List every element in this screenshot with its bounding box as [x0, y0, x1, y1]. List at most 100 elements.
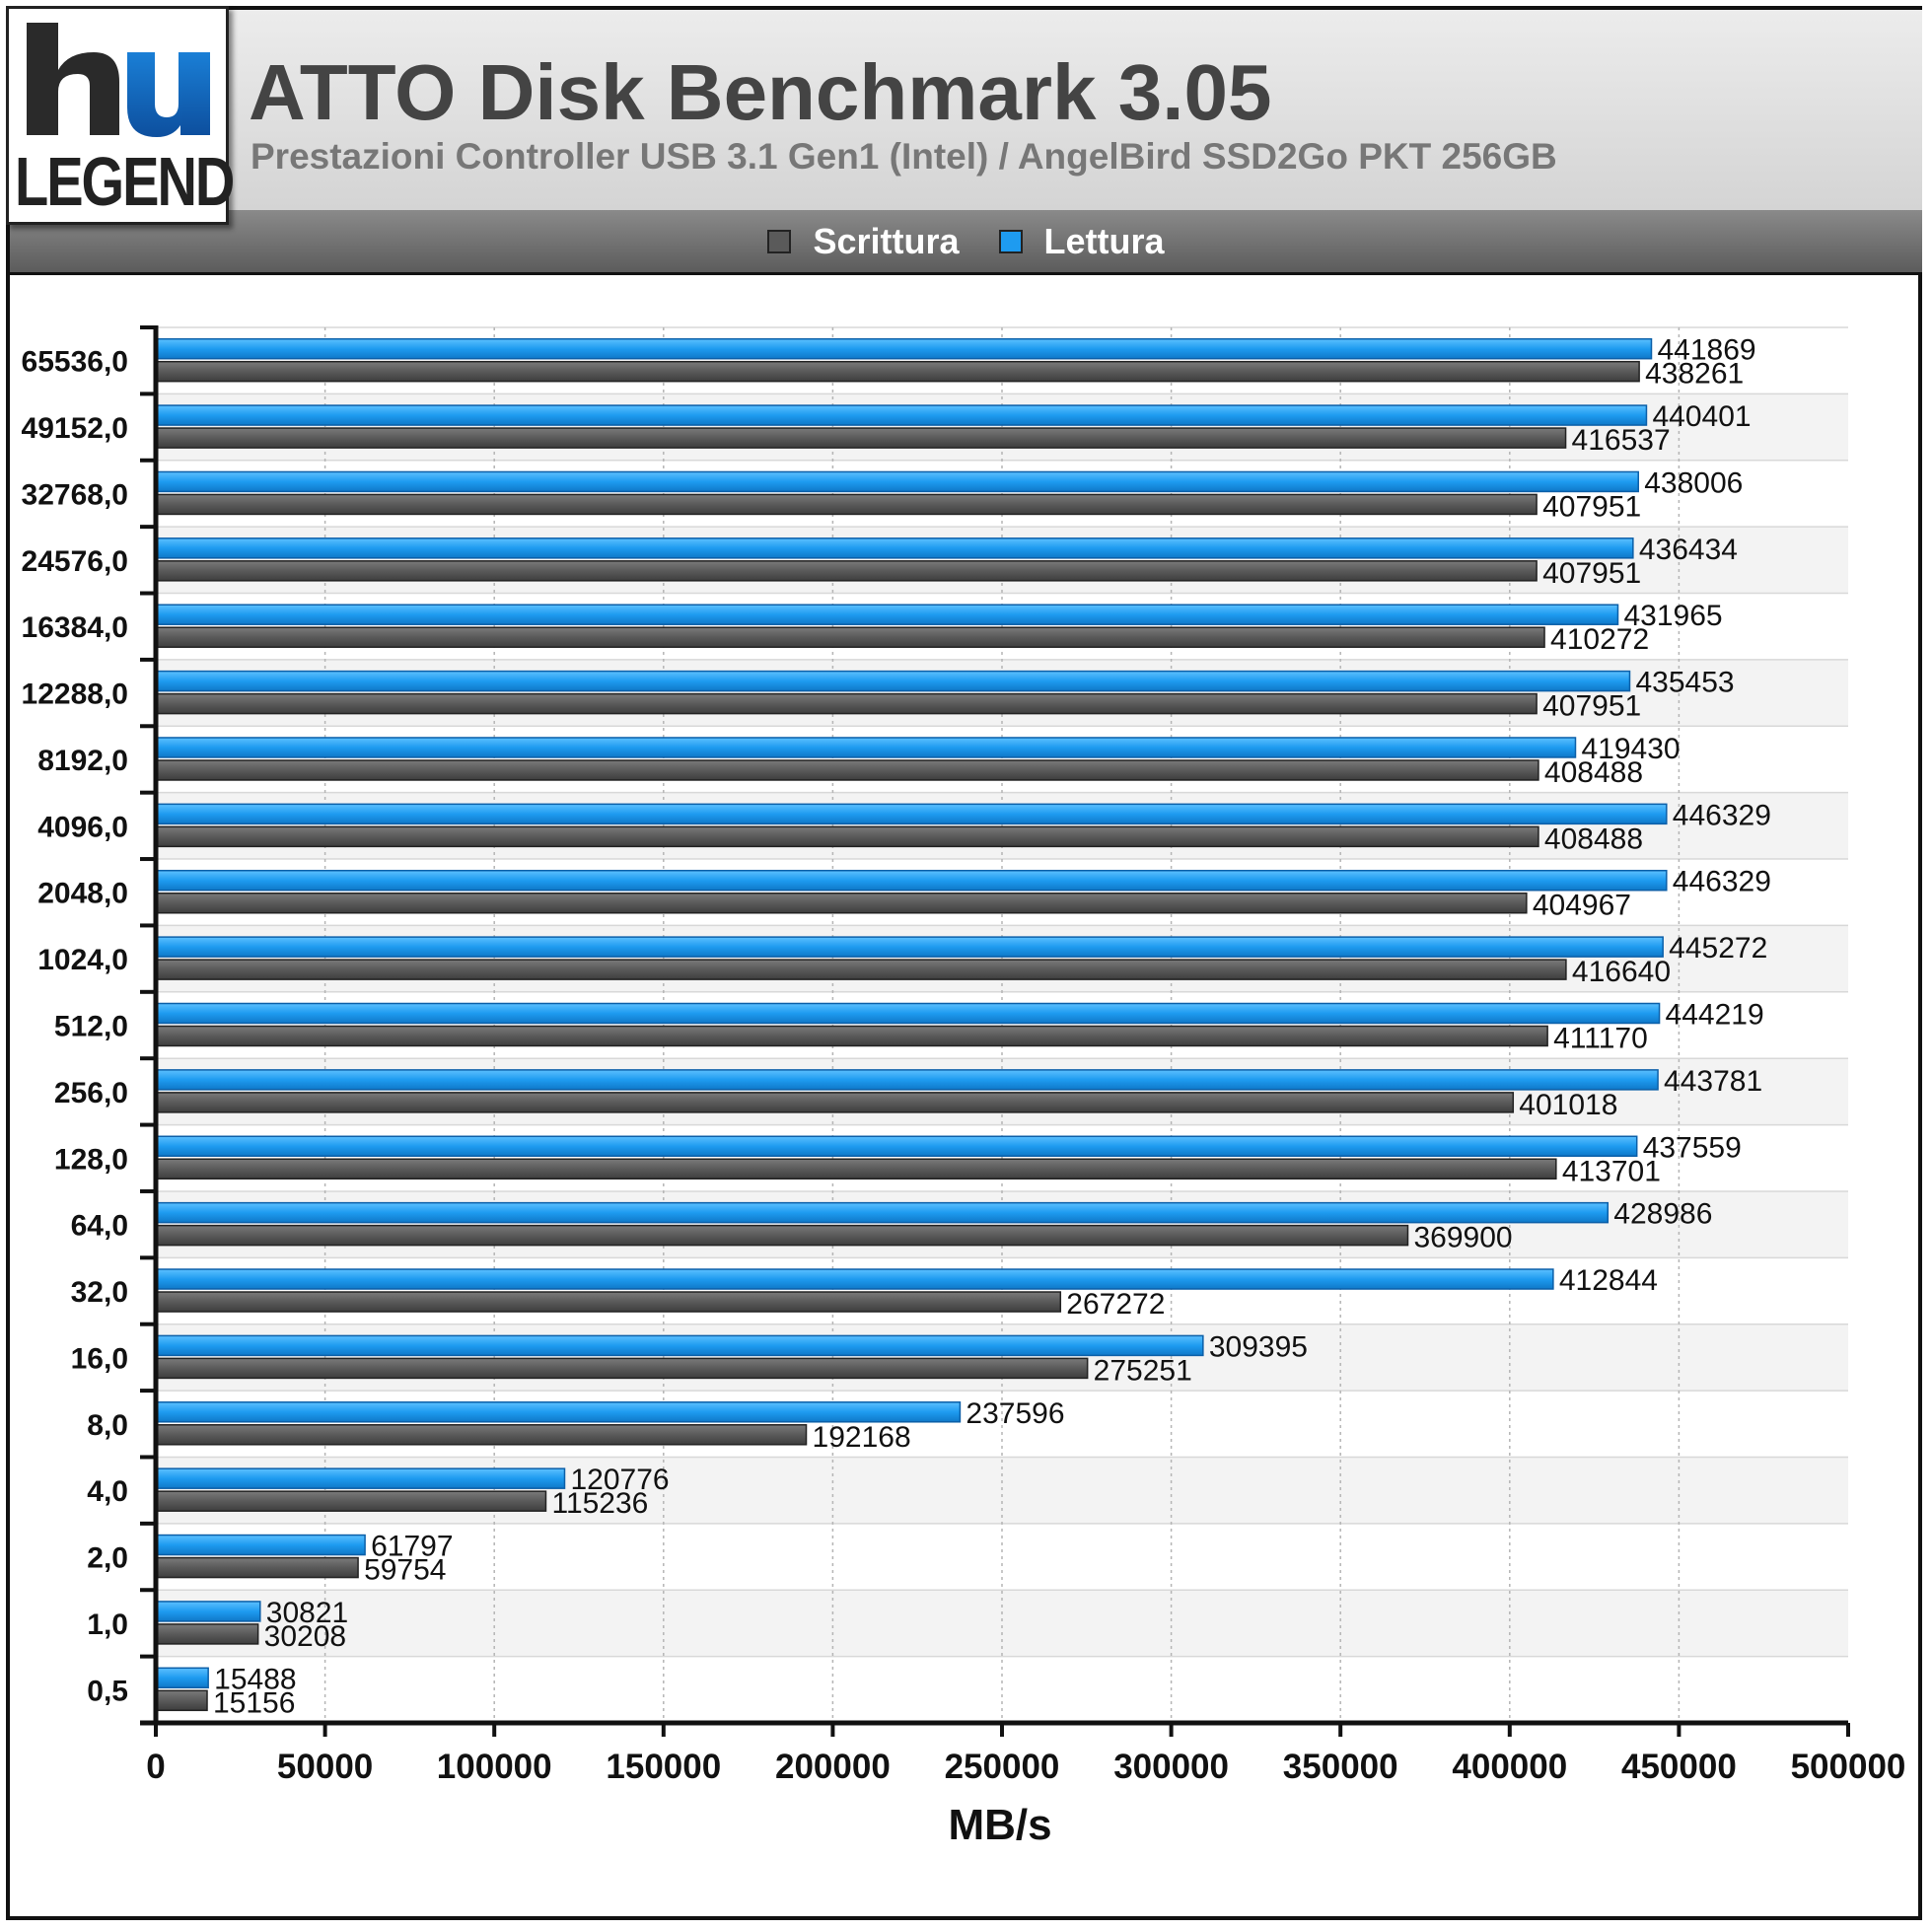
data-label-write: 369900 [1413, 1222, 1512, 1254]
y-tick-label: 128,0 [54, 1143, 128, 1176]
bar-read [155, 1467, 566, 1489]
y-tick-label: 2,0 [87, 1542, 128, 1575]
bar-read [155, 604, 1619, 625]
bar-write [155, 1224, 1409, 1247]
bar-read [155, 1601, 261, 1622]
page-subtitle: Prestazioni Controller USB 3.1 Gen1 (Int… [250, 136, 1557, 177]
row-band [156, 1590, 1848, 1657]
bar-read [155, 1069, 1659, 1091]
data-label-write: 408488 [1544, 756, 1643, 789]
bar-write [155, 1623, 259, 1645]
data-label-write: 275251 [1094, 1354, 1192, 1387]
x-tick-label: 500000 [1791, 1748, 1906, 1786]
data-label-write: 192168 [813, 1421, 911, 1454]
legend-item-read: Lettura [998, 220, 1165, 262]
bar-write [155, 1689, 208, 1712]
bar-write [155, 759, 1539, 781]
y-tick-label: 64,0 [71, 1210, 128, 1243]
y-tick-label: 4,0 [87, 1475, 128, 1508]
legend: Scrittura Lettura [10, 210, 1922, 275]
y-tick-label: 32,0 [71, 1276, 128, 1309]
data-label-read: 438006 [1644, 466, 1743, 499]
x-tick-label: 50000 [277, 1748, 373, 1786]
bar-write [155, 959, 1567, 980]
legend-label-write: Scrittura [813, 220, 960, 261]
bar-write [155, 1291, 1062, 1313]
data-label-write: 404967 [1533, 890, 1631, 922]
bar-read [155, 869, 1668, 892]
bar-write [155, 1357, 1089, 1380]
bar-read [155, 470, 1639, 493]
data-label-read: 445272 [1669, 932, 1767, 965]
data-label-read: 440401 [1652, 400, 1751, 433]
bar-write [155, 1158, 1557, 1180]
y-tick-label: 0,5 [87, 1675, 128, 1707]
y-tick-label: 65536,0 [22, 346, 128, 379]
data-label-write: 438261 [1645, 358, 1744, 391]
bar-read [155, 1534, 366, 1556]
bar-read [155, 1201, 1610, 1224]
bar-read [155, 404, 1648, 426]
bar-write [155, 1556, 359, 1579]
bar-write [155, 626, 1545, 648]
data-label-write: 407951 [1542, 557, 1641, 590]
data-label-write: 407951 [1542, 490, 1641, 523]
data-label-write: 115236 [551, 1487, 648, 1520]
legend-item-write: Scrittura [767, 220, 960, 262]
bar-read [155, 1002, 1661, 1025]
data-label-read: 428986 [1613, 1198, 1712, 1231]
data-label-read: 435453 [1635, 667, 1734, 699]
bar-write [155, 1025, 1548, 1047]
bar-write [155, 825, 1539, 848]
bar-write [155, 1424, 808, 1446]
y-tick-label: 49152,0 [22, 412, 128, 445]
bar-write [155, 1092, 1515, 1113]
data-label-write: 416640 [1572, 956, 1671, 988]
data-label-read: 237596 [966, 1397, 1064, 1430]
bar-write [155, 692, 1538, 715]
legend-label-read: Lettura [1043, 220, 1165, 261]
bar-read [155, 1268, 1554, 1290]
bars [155, 337, 1668, 1712]
data-labels: 4418694382614404014165374380064079514364… [213, 334, 1771, 1720]
data-label-write: 411170 [1553, 1023, 1648, 1055]
data-label-read: 412844 [1559, 1264, 1658, 1297]
grid-lines [323, 327, 1681, 1723]
bar-write [155, 360, 1640, 383]
data-label-write: 407951 [1542, 690, 1641, 723]
data-label-read: 30821 [266, 1597, 348, 1629]
y-tick-label: 2048,0 [37, 878, 128, 910]
data-label-read: 61797 [371, 1531, 453, 1563]
bar-read [155, 737, 1577, 758]
data-label-read: 441869 [1657, 334, 1755, 367]
data-label-read: 446329 [1673, 866, 1771, 898]
bar-write [155, 427, 1567, 449]
page-title: ATTO Disk Benchmark 3.05 [249, 48, 1272, 136]
bar-read [155, 936, 1664, 958]
x-tick-label: 350000 [1283, 1748, 1398, 1786]
data-label-read: 120776 [571, 1464, 670, 1496]
data-label-write: 401018 [1519, 1089, 1617, 1121]
bar-write [155, 560, 1538, 582]
legend-swatch-write [767, 229, 792, 253]
x-tick-label: 300000 [1113, 1748, 1229, 1786]
data-label-read: 15488 [214, 1663, 296, 1695]
bar-read [155, 1667, 209, 1689]
y-tick-label: 16,0 [71, 1342, 128, 1375]
logo-icon [27, 23, 210, 137]
bar-read [155, 1401, 962, 1423]
axes: 0 50000 100000 150000 200000 250000 300000 3500… [22, 325, 1906, 1786]
y-tick-label: 1024,0 [37, 944, 128, 976]
y-tick-label: 8,0 [87, 1409, 128, 1442]
data-label-write: 413701 [1562, 1155, 1661, 1187]
bar-read [155, 1334, 1204, 1357]
bar-read [155, 1135, 1638, 1158]
data-label-write: 30208 [264, 1620, 346, 1653]
data-label-read: 444219 [1666, 999, 1764, 1032]
y-tick-label: 32768,0 [22, 478, 128, 511]
bar-read [155, 537, 1634, 559]
y-tick-label: 24576,0 [22, 545, 128, 578]
x-axis-title: MB/s [948, 1801, 1051, 1849]
data-label-write: 408488 [1544, 822, 1643, 855]
data-label-read: 436434 [1639, 534, 1738, 566]
